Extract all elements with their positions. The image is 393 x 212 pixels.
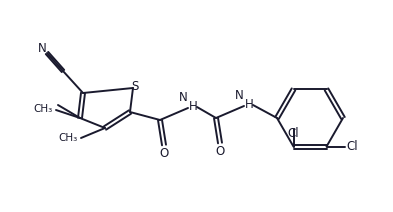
Text: O: O	[215, 145, 225, 158]
Text: CH₃: CH₃	[34, 104, 53, 114]
Text: CH₃: CH₃	[59, 133, 78, 143]
Text: Cl: Cl	[347, 140, 358, 153]
Text: H: H	[245, 99, 254, 112]
Text: S: S	[131, 80, 139, 92]
Text: N: N	[38, 42, 46, 56]
Text: N: N	[179, 91, 187, 104]
Text: O: O	[160, 147, 169, 160]
Text: N: N	[235, 89, 243, 102]
Text: H: H	[189, 100, 198, 113]
Text: Cl: Cl	[288, 127, 299, 139]
